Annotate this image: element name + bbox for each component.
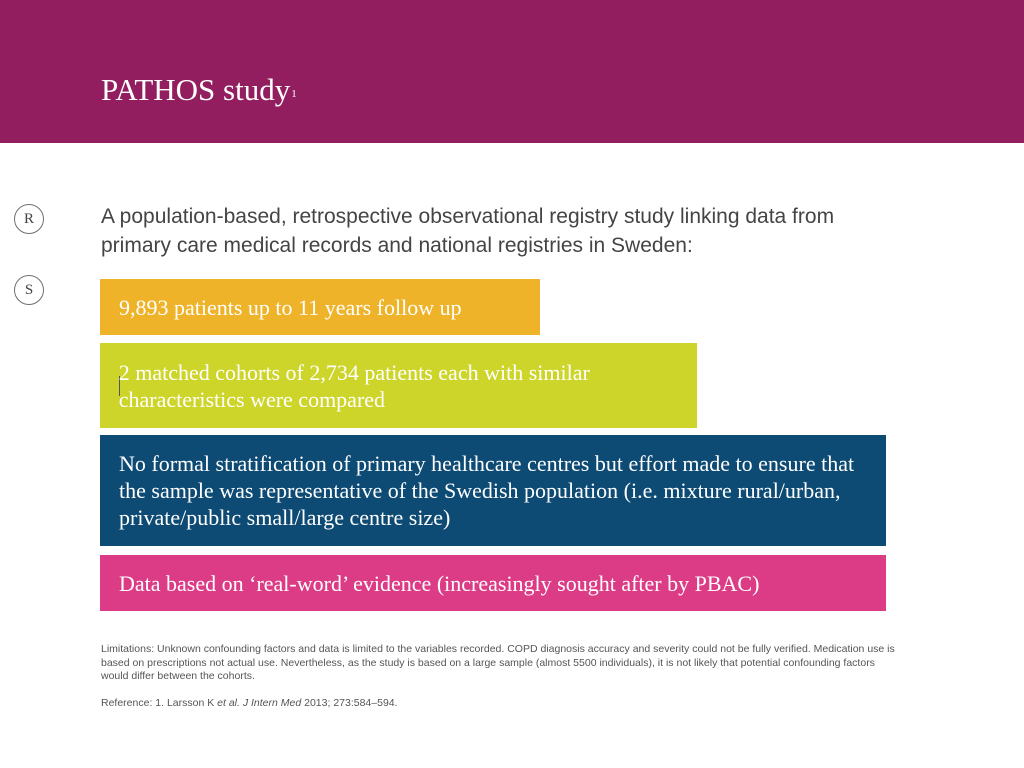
page-title-text: PATHOS study xyxy=(101,72,291,107)
highlight-box-stratification-text: No formal stratification of primary heal… xyxy=(119,451,855,530)
title-footnote-marker: 1 xyxy=(291,88,297,100)
intro-text: A population-based, retrospective observ… xyxy=(101,205,835,257)
highlight-box-cohorts-text: 2 matched cohorts of 2,734 patients each… xyxy=(118,359,590,412)
reference-prefix: Reference: 1. Larsson K xyxy=(101,697,218,709)
marker-r: R xyxy=(14,204,44,234)
highlight-box-patients: 9,893 patients up to 11 years follow up xyxy=(100,279,540,335)
highlight-box-evidence: Data based on ‘real-word’ evidence (incr… xyxy=(100,555,886,611)
reference-italic: et al. J Intern Med xyxy=(217,697,302,709)
text-cursor xyxy=(119,375,120,396)
reference-note: Reference: 1. Larsson K et al. J Intern … xyxy=(101,697,901,711)
highlight-box-stratification: No formal stratification of primary heal… xyxy=(100,435,886,546)
highlight-box-evidence-text: Data based on ‘real-word’ evidence (incr… xyxy=(119,570,760,596)
page-title: PATHOS study1 xyxy=(101,70,297,110)
limitations-note: Limitations: Unknown confounding factors… xyxy=(101,643,895,682)
reference-suffix: 2013; 273:584–594. xyxy=(301,697,398,709)
highlight-box-cohorts: 2 matched cohorts of 2,734 patients each… xyxy=(100,343,697,428)
marker-s: S xyxy=(14,275,44,305)
highlight-box-patients-text: 9,893 patients up to 11 years follow up xyxy=(119,294,462,320)
header-banner: PATHOS study1 xyxy=(0,0,1024,143)
